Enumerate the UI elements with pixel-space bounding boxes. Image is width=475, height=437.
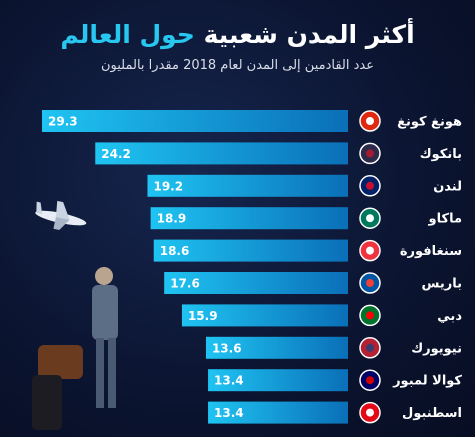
value-label: 13.4 <box>214 374 244 388</box>
plane <box>35 200 87 230</box>
chart-title: أكثر المدن شعبية حول العالم <box>0 18 475 52</box>
bar <box>164 272 348 294</box>
value-label: 19.2 <box>153 179 183 193</box>
flag-emblem <box>366 343 374 352</box>
bar <box>208 369 348 392</box>
header: أكثر المدن شعبية حول العالم عدد القادمين… <box>0 18 475 73</box>
category-label: سنغافورة <box>400 244 462 259</box>
bar <box>181 304 348 327</box>
value-label: 15.9 <box>188 309 218 323</box>
bar <box>95 142 348 165</box>
value-label: 18.6 <box>160 244 190 258</box>
flag-emblem <box>366 279 374 287</box>
category-label: هونغ كونغ <box>397 115 462 130</box>
value-label: 13.6 <box>212 341 242 355</box>
flag-emblem <box>366 214 374 223</box>
chart-subtitle: عدد القادمين إلى المدن لعام 2018 مقدرا ب… <box>101 58 374 73</box>
bar <box>42 110 348 132</box>
flag-emblem <box>366 311 374 320</box>
flag-emblem <box>366 408 374 417</box>
flag-emblem <box>366 149 374 158</box>
category-label: نيويورك <box>411 341 462 356</box>
flag-emblem <box>366 376 374 385</box>
traveler <box>32 267 118 430</box>
category-label: باريس <box>421 277 462 292</box>
bar <box>150 207 348 230</box>
category-label: بانكوك <box>420 147 462 162</box>
category-label: دبي <box>437 309 462 324</box>
value-label: 13.4 <box>214 406 244 420</box>
flag-emblem <box>366 181 374 190</box>
category-label: اسطنبول <box>402 406 462 421</box>
title-highlight: حول العالم <box>60 20 195 49</box>
title-text: أكثر المدن شعبية <box>203 20 415 49</box>
flag-emblem <box>366 246 374 255</box>
flag-emblem <box>366 117 374 125</box>
value-label: 18.9 <box>157 212 187 226</box>
category-label: ماكاو <box>428 212 462 227</box>
bar <box>205 336 348 359</box>
bar <box>208 401 348 424</box>
value-label: 17.6 <box>170 277 200 291</box>
bar <box>153 239 348 262</box>
value-label: 24.2 <box>101 147 131 161</box>
value-label: 29.3 <box>48 115 78 129</box>
category-label: لندن <box>433 179 462 194</box>
bar <box>147 174 348 197</box>
category-label: كوالا لمبور <box>392 374 462 389</box>
